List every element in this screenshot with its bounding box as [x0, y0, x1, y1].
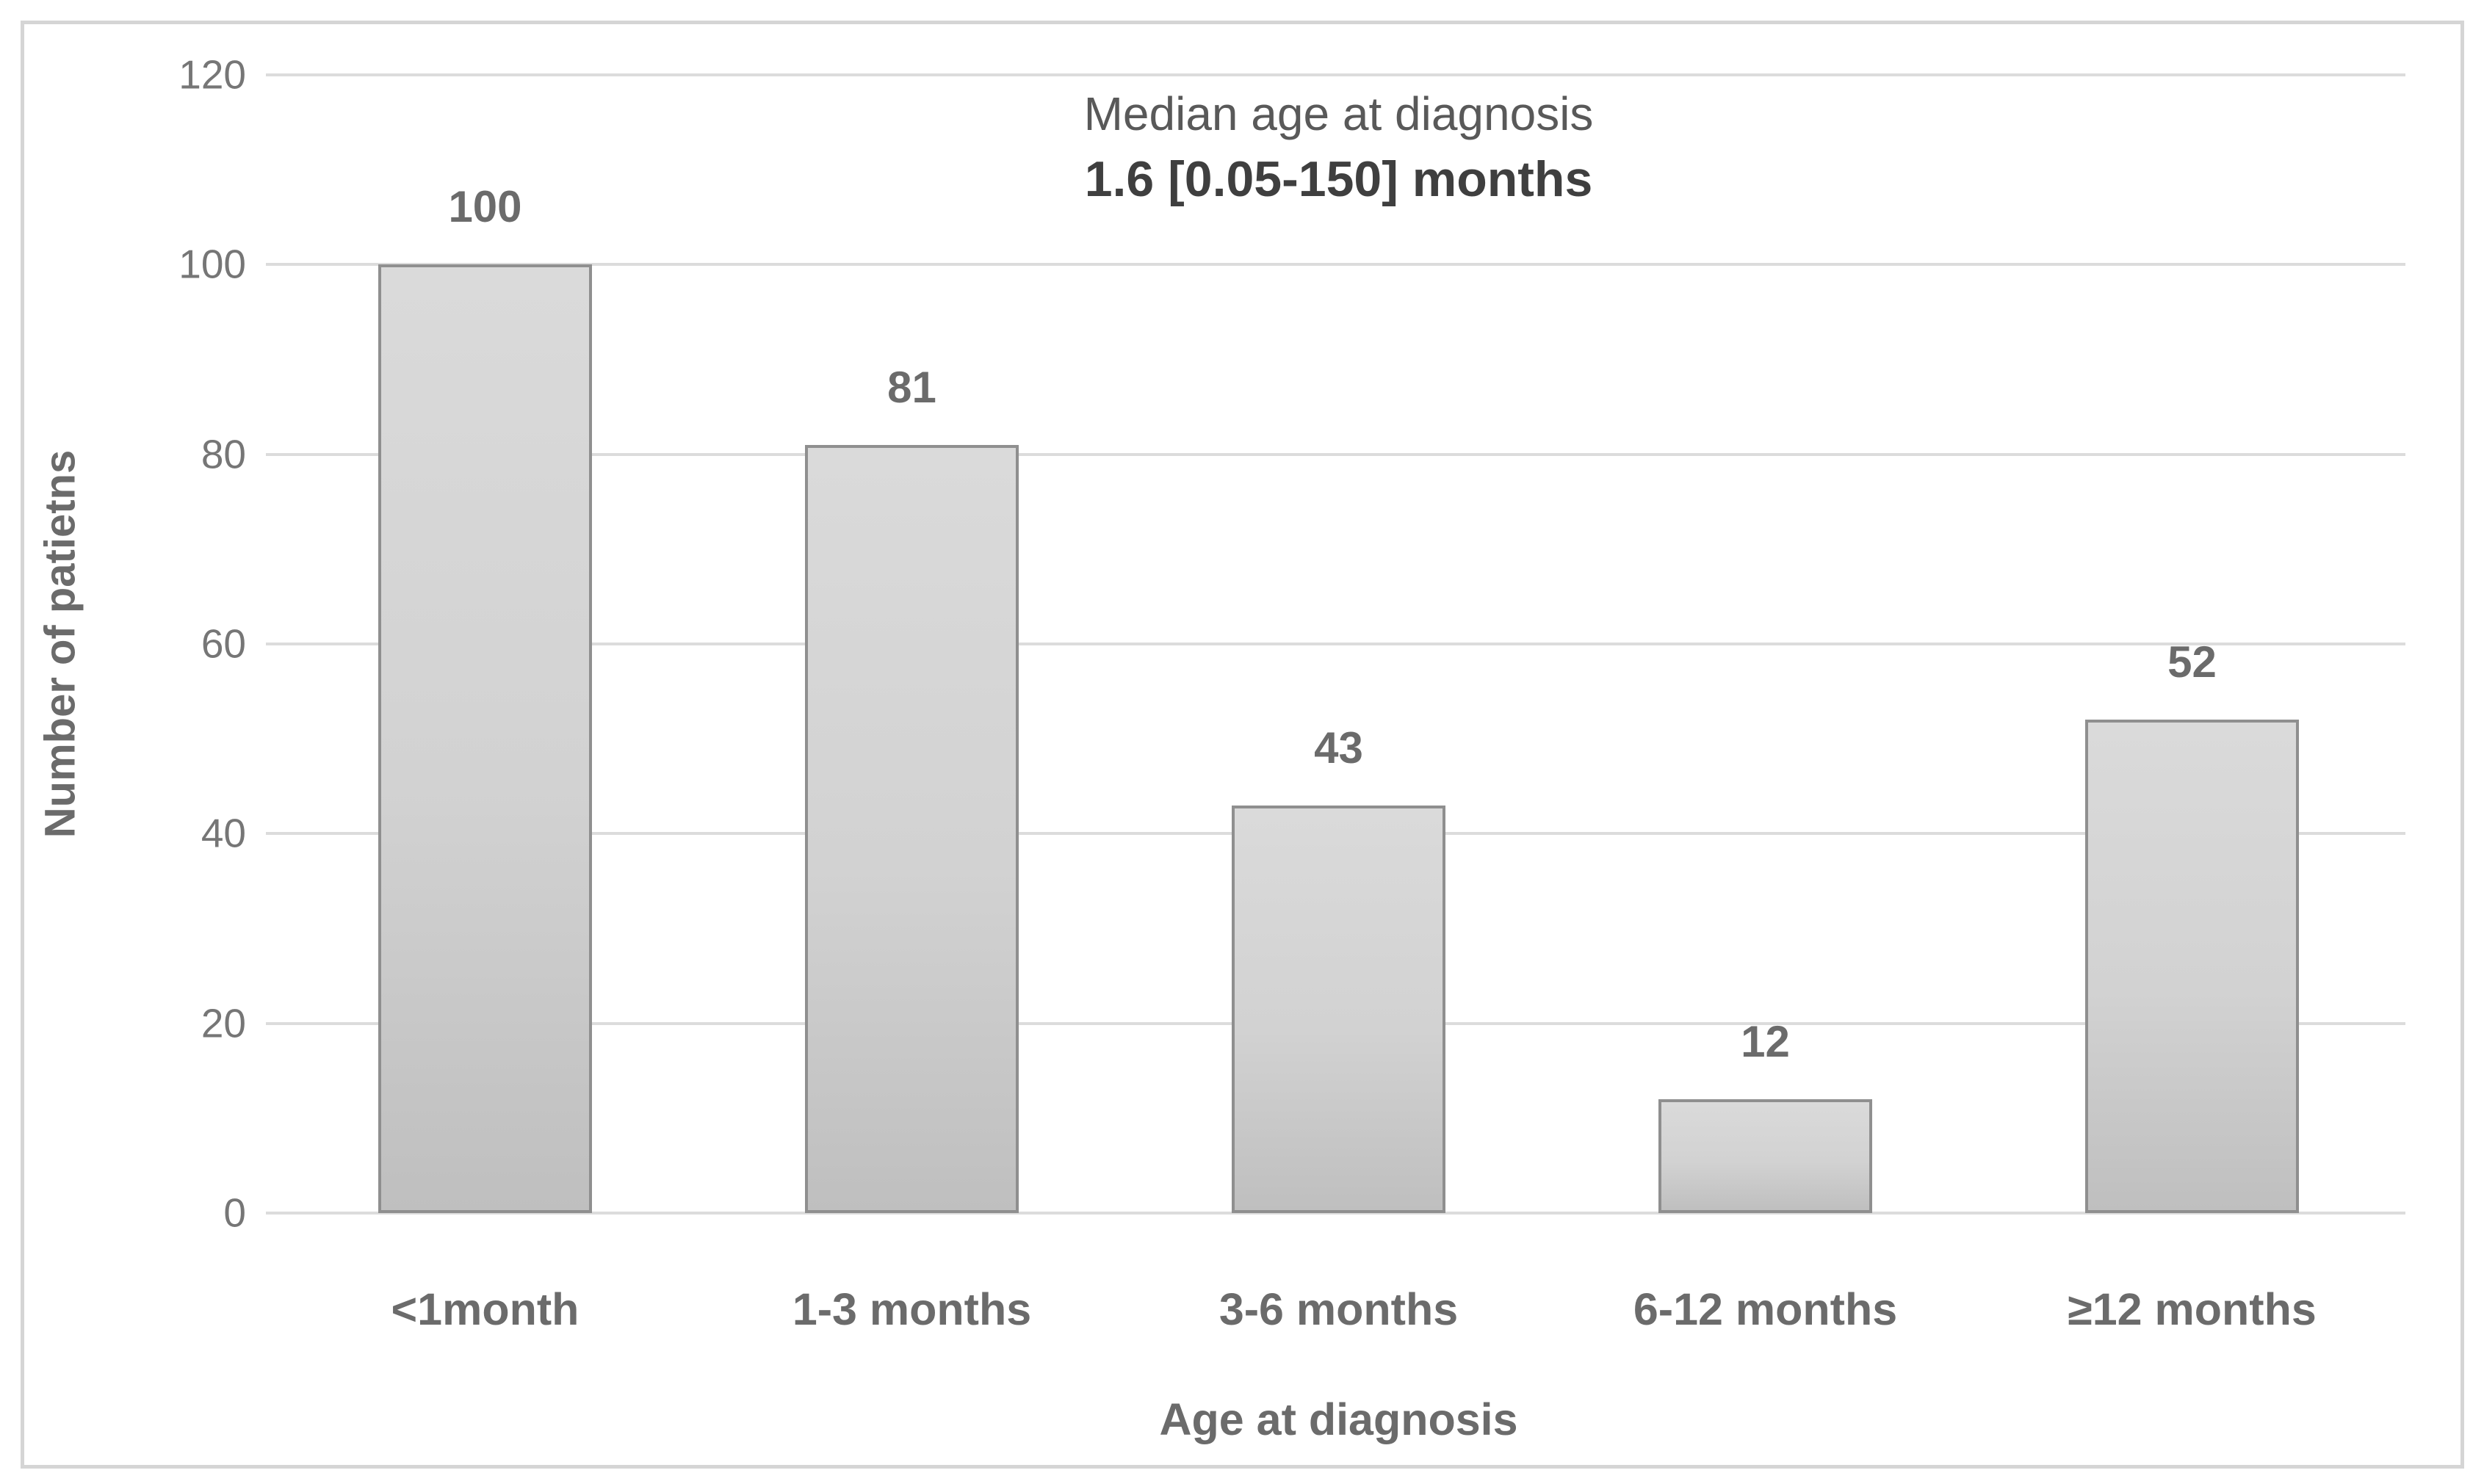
- bar-slot: 43: [1125, 75, 1552, 1213]
- bar-value-label: 52: [2167, 637, 2217, 687]
- bar: [1232, 805, 1445, 1213]
- bar-slot: 52: [1979, 75, 2405, 1213]
- gridline: [266, 73, 2405, 76]
- x-category-label: 6-12 months: [1633, 1284, 1898, 1334]
- x-category-label: ≥12 months: [2068, 1284, 2317, 1334]
- y-tick-label: 0: [223, 1190, 246, 1236]
- gridline: [266, 1212, 2405, 1215]
- y-tick-label: 100: [178, 241, 246, 287]
- gridline: [266, 452, 2405, 456]
- y-tick-label: 40: [201, 810, 246, 856]
- chart-title-block: Median age at diagnosis 1.6 [0.05-150] m…: [272, 82, 2405, 213]
- bar: [2085, 720, 2299, 1213]
- chart-title: Median age at diagnosis: [1083, 87, 1594, 140]
- gridline: [266, 643, 2405, 645]
- bar-slot: 12: [1552, 75, 1979, 1213]
- bar-value-label: 43: [1314, 723, 1363, 772]
- x-category-label: 3-6 months: [1218, 1284, 1459, 1334]
- bar: [1658, 1099, 1872, 1213]
- bar-slot: 100: [272, 75, 698, 1213]
- x-axis-title: Age at diagnosis: [1159, 1394, 1518, 1444]
- bar-slot: 81: [698, 75, 1125, 1213]
- y-tick-label: 120: [178, 51, 246, 98]
- y-axis-title-text: Number of patietns: [36, 449, 84, 839]
- bar: [805, 444, 1019, 1213]
- plot-area: 100 81 43 12 52: [266, 73, 2405, 1215]
- x-category-label: 1-3 months: [792, 1284, 1032, 1334]
- gridline: [266, 263, 2405, 267]
- chart-subtitle: 1.6 [0.05-150] months: [1084, 151, 1593, 207]
- y-tick-label: 80: [201, 431, 246, 477]
- bar: [378, 264, 592, 1213]
- bar-value-label: 81: [887, 362, 936, 412]
- bars: 100 81 43 12 52: [272, 75, 2405, 1213]
- y-tick-label: 60: [201, 620, 246, 667]
- bar-value-label: 12: [1741, 1017, 1790, 1066]
- category-labels: <1month 1-3 months 3-6 months 6-12 months ≥1…: [272, 1284, 2405, 1335]
- bar-value-label: 100: [448, 182, 522, 232]
- y-tick-label: 20: [201, 1000, 246, 1046]
- y-tick-labels: 0 20 40 60 80 100 120: [103, 54, 246, 1233]
- x-category-label: <1month: [391, 1284, 580, 1334]
